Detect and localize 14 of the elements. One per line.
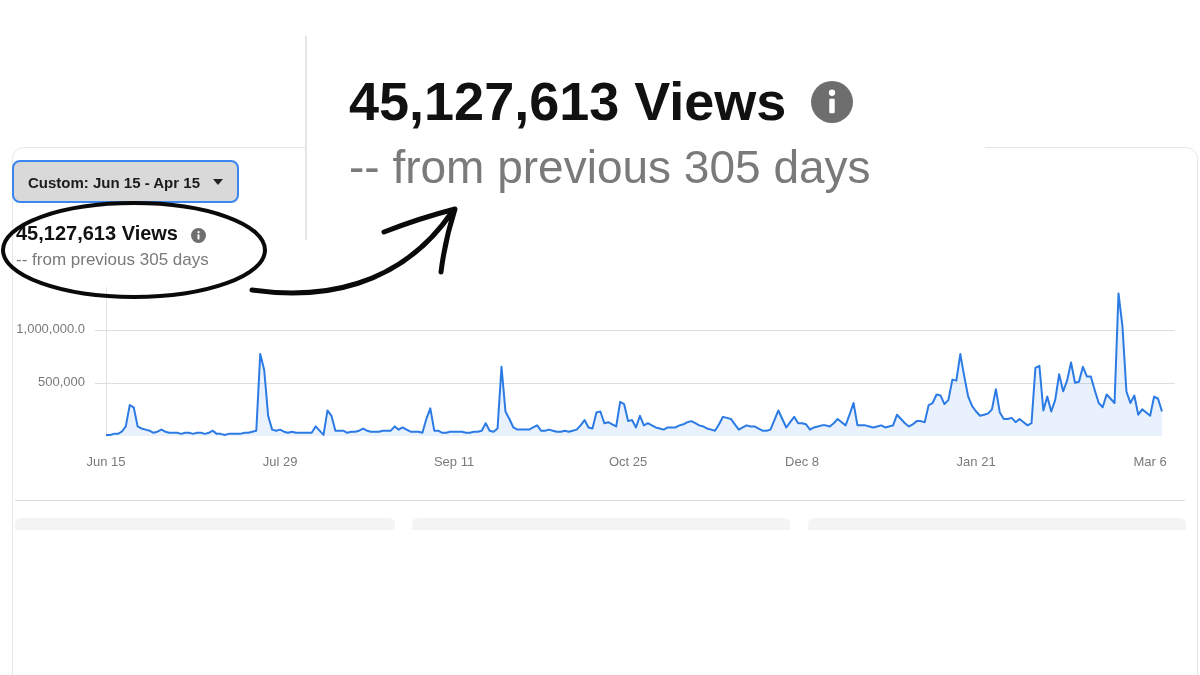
x-tick-label: Jun 15 (86, 454, 126, 470)
y-tick-label: 500,000 (38, 374, 85, 390)
x-tick-label: Sep 11 (433, 454, 475, 470)
y-tick-label: 1,000,000.0 (16, 321, 85, 337)
chart-title: 45,127,613 Views (16, 222, 178, 244)
x-tick-label: Mar 6 (1133, 454, 1167, 470)
chart-subtitle: -- from previous 305 days (16, 250, 209, 269)
dropdown: Custom: Jun 15 - Apr 15 (12, 160, 239, 203)
x-tick-label: Jan 21 (956, 454, 996, 470)
x-tick-label: Dec 8 (785, 454, 820, 470)
x-tick-label: Oct 25 (608, 454, 648, 470)
x-tick-label: Jul 29 (262, 454, 298, 470)
text: -- from previous 305 days (349, 141, 871, 193)
chart-title: 45,127,613 Views (349, 71, 787, 131)
